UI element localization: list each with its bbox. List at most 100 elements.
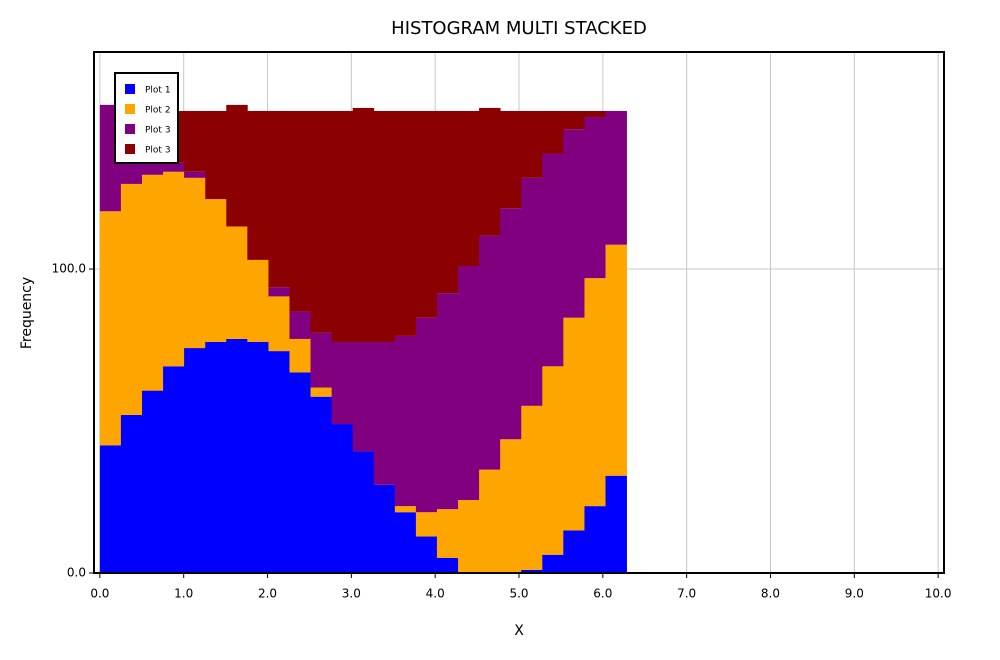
histogram-bar — [605, 110, 627, 245]
histogram-bar — [500, 110, 522, 209]
histogram-bar — [247, 110, 269, 260]
histogram-bar — [247, 259, 269, 342]
histogram-bar — [458, 265, 480, 501]
histogram-bar — [563, 110, 585, 130]
histogram-bar — [458, 110, 480, 266]
histogram-bar — [163, 171, 185, 367]
histogram-bar — [542, 554, 564, 573]
histogram-bar — [310, 387, 333, 397]
histogram-bar — [184, 171, 206, 178]
histogram-bar — [415, 512, 438, 537]
histogram-bar — [310, 332, 333, 388]
legend-swatch — [125, 84, 135, 94]
histogram-bar — [142, 174, 164, 391]
histogram-bar — [268, 287, 290, 297]
histogram-bar — [310, 110, 333, 333]
histogram-bar — [163, 162, 185, 172]
histogram-bar — [436, 509, 459, 558]
histogram-bar — [521, 110, 543, 178]
histogram-bar — [205, 110, 227, 200]
x-tick-label: 1.0 — [174, 587, 193, 601]
histogram-bar — [521, 569, 543, 573]
legend-label: Plot 3 — [145, 126, 171, 136]
histogram-bar — [289, 110, 311, 312]
x-tick-label: 9.0 — [845, 587, 864, 601]
histogram-bar — [563, 129, 585, 318]
histogram-bar — [289, 311, 311, 339]
histogram-bar — [479, 469, 501, 573]
legend-swatch — [125, 144, 135, 154]
x-tick-label: 6.0 — [593, 587, 612, 601]
y-axis-label: Frequency — [19, 277, 35, 349]
histogram-bar — [415, 110, 438, 318]
histogram-bar — [563, 530, 585, 573]
histogram-bar — [331, 424, 354, 573]
histogram-bar — [247, 341, 269, 573]
legend-label: Plot 3 — [145, 146, 171, 156]
x-tick-label: 4.0 — [426, 587, 445, 601]
histogram-bar — [394, 335, 417, 507]
x-tick-label: 10.0 — [925, 587, 952, 601]
histogram-bar — [605, 475, 627, 573]
histogram-bar — [205, 341, 227, 573]
histogram-bar — [394, 512, 417, 573]
histogram-bar — [352, 107, 375, 342]
histogram-bar — [331, 341, 354, 425]
histogram-bar — [268, 296, 290, 352]
bars — [99, 104, 627, 573]
legend-label: Plot 2 — [145, 106, 171, 116]
x-tick-label: 2.0 — [258, 587, 277, 601]
histogram-bar — [184, 177, 206, 349]
histogram-bar — [605, 244, 627, 476]
histogram-bar — [542, 366, 564, 555]
histogram-bar — [226, 104, 248, 227]
histogram-bar — [142, 390, 164, 573]
histogram-bar — [289, 372, 311, 573]
histogram-bar — [584, 117, 606, 279]
histogram-bar — [584, 278, 606, 507]
histogram-bar — [331, 110, 354, 342]
histogram-bar — [415, 317, 438, 513]
x-tick-label: 3.0 — [342, 587, 361, 601]
histogram-bar — [352, 451, 375, 573]
legend-swatch — [125, 104, 135, 114]
histogram-bar — [436, 293, 459, 510]
x-axis-label: X — [514, 623, 524, 639]
x-tick-label: 0.0 — [90, 587, 109, 601]
histogram-bar — [542, 153, 564, 367]
y-tick-label: 0.0 — [67, 566, 86, 580]
histogram-bar — [184, 348, 206, 573]
legend-label: Plot 1 — [145, 86, 171, 96]
histogram-bar — [373, 484, 396, 573]
histogram-bar — [584, 110, 606, 118]
histogram-bar — [394, 110, 417, 336]
histogram-bar — [268, 110, 290, 288]
histogram-bar — [500, 208, 522, 440]
histogram-bar — [373, 341, 396, 485]
histogram-bar — [521, 405, 543, 570]
y-tick-label: 100.0 — [52, 262, 86, 276]
histogram-bar — [542, 110, 564, 154]
x-tick-label: 5.0 — [509, 587, 528, 601]
histogram-bar — [458, 500, 480, 573]
histogram-bar — [415, 536, 438, 573]
histogram-bar — [394, 506, 417, 513]
chart-title: HISTOGRAM MULTI STACKED — [391, 18, 647, 39]
histogram-bar — [310, 396, 333, 573]
histogram-bar — [289, 338, 311, 373]
histogram-bar — [226, 338, 248, 573]
histogram-bar — [268, 351, 290, 573]
histogram-bar — [584, 506, 606, 573]
legend-swatch — [125, 124, 135, 134]
histogram-bar — [163, 366, 185, 573]
histogram-bar — [99, 211, 122, 446]
legend: Plot 1 Plot 2 Plot 3 Plot 3 — [114, 72, 179, 164]
histogram-bar — [436, 110, 459, 294]
histogram-bar — [184, 110, 206, 172]
histogram-bar — [500, 439, 522, 573]
histogram-bar — [352, 341, 375, 452]
ticks: 0.0 1.0 2.0 3.0 4.0 5.0 6.0 7.0 8.0 9.0 10.0 0.0 100… — [52, 262, 952, 601]
histogram-bar — [436, 557, 459, 573]
histogram-bar — [120, 414, 143, 573]
